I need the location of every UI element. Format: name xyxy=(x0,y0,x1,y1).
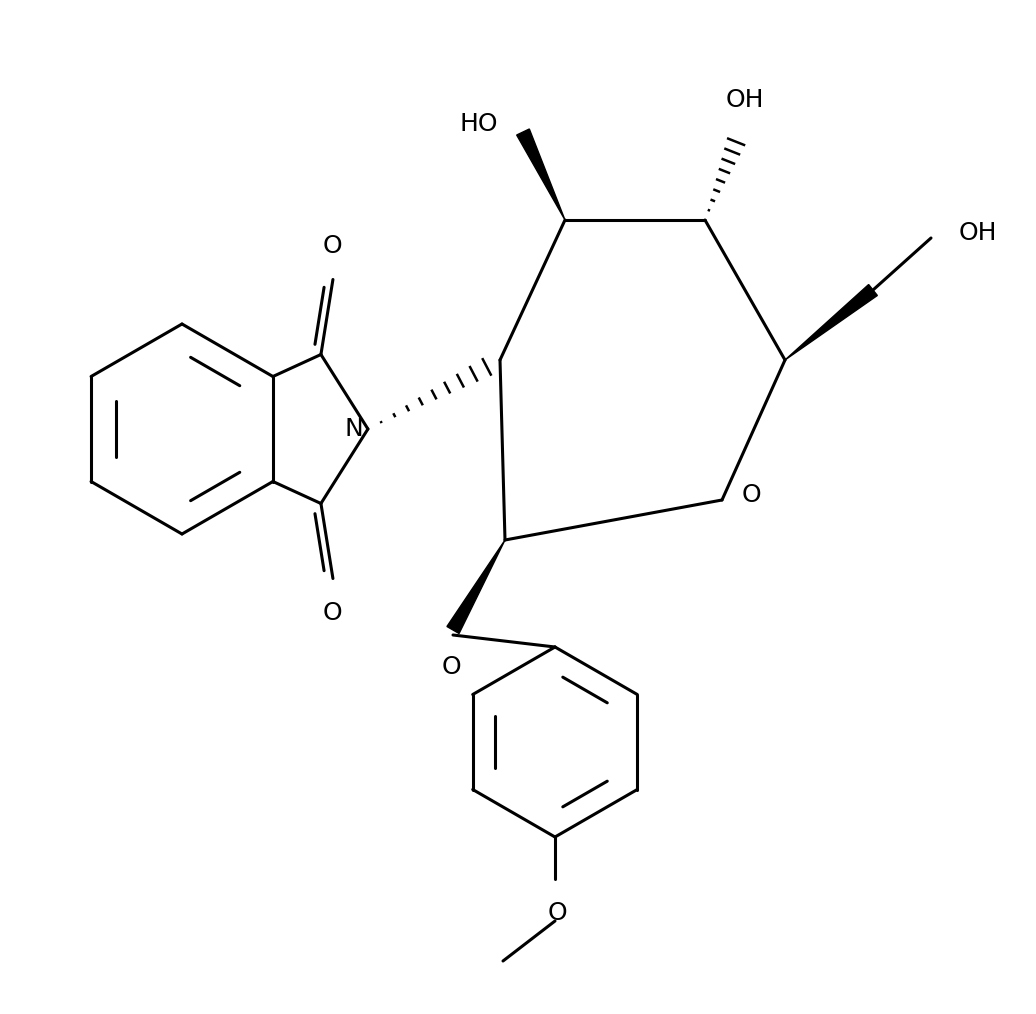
Text: O: O xyxy=(323,600,343,625)
Polygon shape xyxy=(517,129,565,220)
Text: O: O xyxy=(742,483,761,507)
Text: N: N xyxy=(344,417,363,441)
Text: O: O xyxy=(441,655,461,679)
Polygon shape xyxy=(785,285,877,360)
Text: O: O xyxy=(323,233,343,258)
Polygon shape xyxy=(447,540,505,634)
Text: O: O xyxy=(547,901,567,925)
Text: OH: OH xyxy=(959,221,998,245)
Text: HO: HO xyxy=(460,112,498,136)
Text: OH: OH xyxy=(726,88,765,112)
